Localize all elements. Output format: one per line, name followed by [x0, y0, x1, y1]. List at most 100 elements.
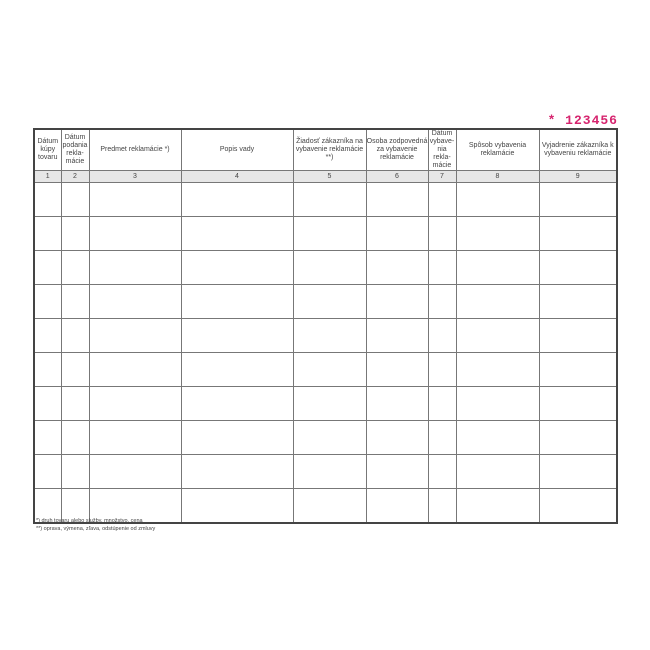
table-cell[interactable] [292, 488, 367, 524]
table-cell[interactable] [33, 216, 62, 251]
table-cell[interactable] [60, 250, 90, 285]
table-cell[interactable] [60, 386, 90, 421]
table-cell[interactable] [455, 216, 540, 251]
table-cell[interactable] [538, 318, 618, 353]
table-cell[interactable] [180, 386, 294, 421]
table-cell[interactable] [427, 216, 457, 251]
table-cell[interactable] [292, 250, 367, 285]
table-cell[interactable] [365, 284, 429, 319]
table-cell[interactable] [455, 488, 540, 524]
table-cell[interactable] [538, 454, 618, 489]
table-cell[interactable] [180, 250, 294, 285]
table-cell[interactable] [365, 216, 429, 251]
table-cell[interactable] [365, 318, 429, 353]
table-cell[interactable] [60, 420, 90, 455]
table-cell[interactable] [292, 318, 367, 353]
table-cell[interactable] [88, 250, 182, 285]
table-cell[interactable] [455, 386, 540, 421]
table-cell[interactable] [455, 284, 540, 319]
table-cell[interactable] [60, 216, 90, 251]
table-cell[interactable] [427, 420, 457, 455]
table-cell[interactable] [60, 182, 90, 217]
table-cell[interactable] [88, 216, 182, 251]
table-cell[interactable] [427, 454, 457, 489]
table-cell[interactable] [538, 182, 618, 217]
table-cell[interactable] [365, 386, 429, 421]
table-cell[interactable] [60, 454, 90, 489]
table-row [33, 488, 618, 524]
table-cell[interactable] [538, 250, 618, 285]
table-cell[interactable] [88, 352, 182, 387]
table-cell[interactable] [180, 352, 294, 387]
serial-number: * 123456 [547, 113, 618, 128]
table-cell[interactable] [365, 182, 429, 217]
table-cell[interactable] [33, 284, 62, 319]
table-cell[interactable] [33, 318, 62, 353]
table-cell[interactable] [455, 182, 540, 217]
table-cell[interactable] [180, 182, 294, 217]
table-cell[interactable] [88, 420, 182, 455]
table-row [33, 216, 618, 251]
table-cell[interactable] [33, 420, 62, 455]
table-cell[interactable] [292, 420, 367, 455]
table-cell[interactable] [180, 216, 294, 251]
table-cell[interactable] [455, 250, 540, 285]
table-cell[interactable] [365, 488, 429, 524]
table-cell[interactable] [538, 352, 618, 387]
column-number: 9 [538, 170, 618, 183]
table-cell[interactable] [292, 284, 367, 319]
table-cell[interactable] [88, 318, 182, 353]
table-cell[interactable] [180, 488, 294, 524]
complaints-table: Dátum kúpy tovaru Dátum podania rekla-mác… [33, 128, 618, 524]
table-cell[interactable] [33, 488, 62, 524]
table-cell[interactable] [427, 182, 457, 217]
table-cell[interactable] [180, 420, 294, 455]
table-cell[interactable] [180, 284, 294, 319]
table-cell[interactable] [33, 250, 62, 285]
table-cell[interactable] [427, 250, 457, 285]
table-cell[interactable] [427, 318, 457, 353]
table-cell[interactable] [538, 488, 618, 524]
table-cell[interactable] [455, 318, 540, 353]
table-cell[interactable] [538, 284, 618, 319]
table-cell[interactable] [60, 488, 90, 524]
table-cell[interactable] [60, 284, 90, 319]
table-cell[interactable] [365, 352, 429, 387]
table-cell[interactable] [427, 488, 457, 524]
table-cell[interactable] [538, 216, 618, 251]
table-cell[interactable] [88, 284, 182, 319]
table-cell[interactable] [455, 352, 540, 387]
table-cell[interactable] [88, 182, 182, 217]
table-cell[interactable] [88, 488, 182, 524]
table-cell[interactable] [60, 352, 90, 387]
table-cell[interactable] [427, 284, 457, 319]
table-cell[interactable] [33, 352, 62, 387]
table-row [33, 318, 618, 353]
table-cell[interactable] [427, 352, 457, 387]
table-cell[interactable] [180, 454, 294, 489]
table-cell[interactable] [33, 182, 62, 217]
table-cell[interactable] [88, 386, 182, 421]
table-cell[interactable] [455, 454, 540, 489]
table-cell[interactable] [180, 318, 294, 353]
table-cell[interactable] [292, 386, 367, 421]
column-number: 8 [455, 170, 540, 183]
footnote-2: **) oprava, výmena, zľava, odstúpenie od… [36, 526, 156, 532]
table-cell[interactable] [365, 454, 429, 489]
table-cell[interactable] [292, 182, 367, 217]
table-cell[interactable] [365, 420, 429, 455]
table-cell[interactable] [292, 216, 367, 251]
table-cell[interactable] [538, 420, 618, 455]
table-cell[interactable] [292, 352, 367, 387]
table-cell[interactable] [538, 386, 618, 421]
table-cell[interactable] [88, 454, 182, 489]
column-header: Predmet reklamácie *) [88, 128, 182, 171]
table-cell[interactable] [455, 420, 540, 455]
table-cell[interactable] [33, 386, 62, 421]
table-cell[interactable] [365, 250, 429, 285]
table-cell[interactable] [33, 454, 62, 489]
table-cell[interactable] [292, 454, 367, 489]
table-cell[interactable] [60, 318, 90, 353]
table-cell[interactable] [427, 386, 457, 421]
footnote-1: *) druh tovaru alebo služby, množstvo, c… [36, 518, 143, 524]
